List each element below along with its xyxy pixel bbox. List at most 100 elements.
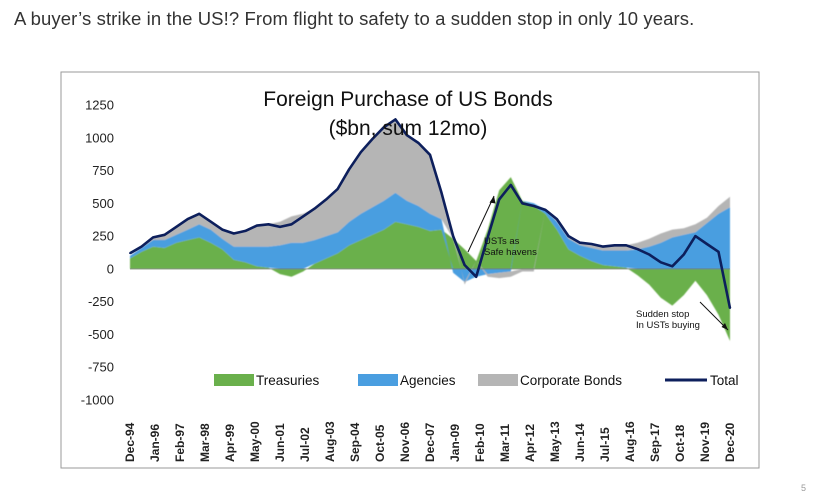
y-tick-label: -500 <box>88 327 114 342</box>
total-point <box>359 151 362 154</box>
y-tick-label: 0 <box>107 261 114 276</box>
total-point <box>175 226 178 228</box>
total-point <box>486 236 489 239</box>
total-point <box>325 198 328 201</box>
x-tick-label: Nov-06 <box>398 422 412 462</box>
x-tick-label: Jun-14 <box>573 423 587 462</box>
total-point <box>348 168 351 171</box>
total-point <box>267 223 270 226</box>
total-point <box>636 248 639 251</box>
total-point <box>682 253 685 256</box>
x-tick-label: Aug-16 <box>623 421 637 462</box>
annotation-sudden-stop: Sudden stop <box>636 309 689 320</box>
total-point <box>463 264 466 266</box>
total-point <box>129 252 131 255</box>
x-tick-label: Jan-09 <box>448 424 462 462</box>
x-tick-label: Dec-20 <box>723 422 737 462</box>
annotation-sudden-stop: In USTs buying <box>636 320 700 331</box>
x-tick-label: Sep-17 <box>648 422 662 462</box>
total-point <box>521 202 524 205</box>
y-tick-label: -750 <box>88 360 114 375</box>
total-point <box>232 232 235 235</box>
x-tick-label: Mar-98 <box>198 423 212 462</box>
x-tick-label: Sep-04 <box>348 422 362 462</box>
legend-label-total: Total <box>710 373 739 388</box>
total-point <box>163 233 166 236</box>
x-tick-label: Jun-01 <box>273 423 287 462</box>
total-point <box>256 224 258 227</box>
total-point <box>198 212 201 215</box>
x-tick-label: Oct-18 <box>673 424 687 462</box>
x-tick-label: Jul-02 <box>298 427 312 462</box>
legend-label-corporate-bonds: Corporate Bonds <box>520 373 622 388</box>
total-point <box>244 230 247 232</box>
x-tick-label: Mar-11 <box>498 424 512 462</box>
total-point <box>648 253 651 256</box>
chart-title: Foreign Purchase of US Bonds <box>263 88 553 111</box>
x-tick-label: May-00 <box>248 421 262 462</box>
y-tick-label: -250 <box>88 294 114 309</box>
slide-title: A buyer’s strike in the US!? From flight… <box>14 8 695 29</box>
legend-label-treasuries: Treasuries <box>256 373 320 388</box>
x-tick-label: May-13 <box>548 421 562 462</box>
total-point <box>556 218 558 221</box>
total-point <box>313 207 316 210</box>
chart-subtitle: ($bn, sum 12mo) <box>329 117 488 140</box>
total-point <box>371 138 374 141</box>
total-point <box>279 226 281 228</box>
y-tick-label: 1250 <box>85 98 114 113</box>
total-point <box>532 205 535 207</box>
annotation-arrowhead <box>489 196 496 204</box>
legend-label-agencies: Agencies <box>400 373 456 388</box>
total-point <box>209 220 212 223</box>
total-point <box>186 218 189 221</box>
total-point <box>429 153 431 156</box>
page-number: 5 <box>800 483 806 493</box>
x-tick-label: Feb-10 <box>473 423 487 462</box>
total-point <box>729 307 731 310</box>
total-point <box>694 235 697 238</box>
total-point <box>544 209 547 211</box>
annotation-safe-havens: Safe havens <box>484 247 537 258</box>
total-point <box>590 243 593 245</box>
total-point <box>152 236 155 239</box>
y-tick-label: -1000 <box>81 393 114 408</box>
y-tick-label: 750 <box>92 163 114 178</box>
total-point <box>406 134 408 137</box>
x-tick-label: Feb-97 <box>173 423 187 462</box>
total-point <box>625 244 628 247</box>
total-point <box>302 215 304 218</box>
total-point <box>579 241 581 244</box>
total-point <box>417 142 420 144</box>
x-tick-label: Nov-19 <box>698 422 712 462</box>
total-point <box>602 245 604 248</box>
total-point <box>452 235 454 238</box>
x-tick-label: Jan-96 <box>148 424 162 462</box>
total-point <box>336 188 339 190</box>
x-tick-label: Aug-03 <box>323 421 337 462</box>
total-point <box>613 244 616 247</box>
total-point <box>290 223 293 226</box>
x-tick-label: Oct-05 <box>373 424 387 462</box>
annotation-safe-havens: USTs as <box>484 236 520 247</box>
y-tick-label: 1000 <box>85 130 114 145</box>
legend-swatch-treasuries <box>214 374 254 386</box>
area-treasuries <box>130 177 730 341</box>
area-agencies <box>130 192 730 282</box>
y-tick-label: 500 <box>92 196 114 211</box>
annotation-arrowhead <box>721 323 728 330</box>
y-tick-label: 250 <box>92 229 114 244</box>
x-tick-label: Dec-94 <box>123 422 137 462</box>
x-tick-label: Jul-15 <box>598 427 612 462</box>
total-point <box>509 184 512 186</box>
total-point <box>475 275 478 278</box>
total-point <box>567 235 570 238</box>
x-tick-label: Apr-99 <box>223 424 237 462</box>
total-point <box>221 228 224 231</box>
legend-swatch-corporate-bonds <box>478 374 518 386</box>
total-point <box>659 261 662 264</box>
total-point <box>394 118 397 121</box>
total-point <box>382 126 385 129</box>
total-point <box>498 198 501 201</box>
